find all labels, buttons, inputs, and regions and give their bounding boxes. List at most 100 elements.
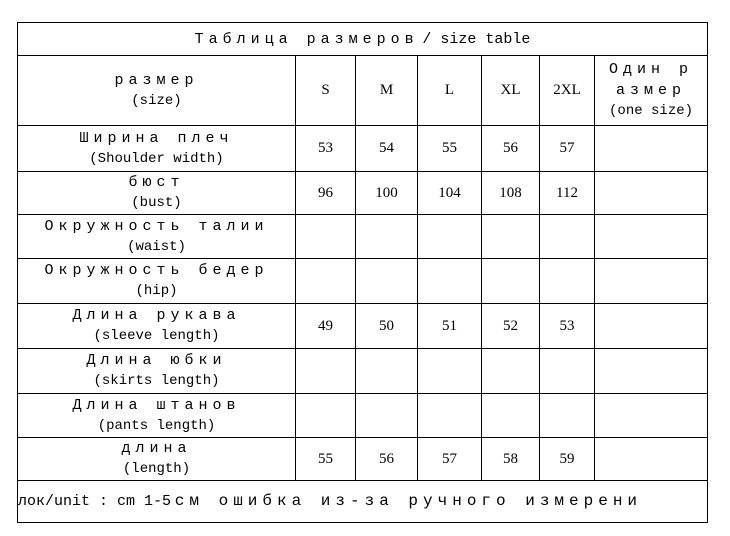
table-row: длина (length) 55 56 57 58 59: [17, 437, 709, 481]
label-ru: Окружность бедер: [44, 262, 269, 279]
value-cell: 104: [417, 171, 482, 215]
value-cell: [295, 214, 356, 259]
value-cell: [355, 348, 418, 394]
value-cell: [539, 393, 595, 438]
value-cell: 54: [355, 125, 418, 172]
value-cell: 49: [295, 303, 356, 349]
value-cell: 96: [295, 171, 356, 215]
value-cell: [539, 348, 595, 394]
label-en: (bust): [131, 195, 182, 211]
value-cell: [593, 258, 709, 304]
value-cell: 52: [481, 303, 540, 349]
title-ru: Таблица размеров: [194, 30, 419, 48]
value-cell: 57: [417, 437, 482, 481]
value-cell: [593, 393, 709, 438]
footer-note: лок/unit : cm 1-5 см ошибка из-за ручног…: [16, 480, 709, 523]
label-en: (hip): [135, 283, 178, 299]
one-size-en: (one size): [609, 103, 694, 119]
value-cell: [593, 125, 709, 172]
footer-row: лок/unit : cm 1-5 см ошибка из-за ручног…: [16, 480, 709, 523]
value-cell: [295, 348, 356, 394]
label-en: (pants length): [97, 417, 216, 434]
value-cell: [481, 348, 540, 394]
value-cell: 55: [295, 437, 356, 481]
value-cell: [481, 214, 540, 259]
table-row: Окружность бедер (hip): [17, 258, 709, 304]
label-ru: бюст: [128, 174, 185, 191]
measurement-label: Длина штанов (pants length): [17, 393, 296, 438]
value-cell: 50: [355, 303, 418, 349]
label-en: (length): [122, 461, 191, 477]
table-row: бюст (bust) 96 100 104 108 112: [17, 171, 709, 215]
value-cell: [481, 393, 540, 438]
value-cell: [355, 393, 418, 438]
footer-unit: лок/unit : cm 1-5: [18, 493, 172, 510]
title-en: / size table: [422, 30, 531, 48]
table-row: Длина юбки (skirts length): [17, 348, 709, 394]
header-label: размер (size): [17, 55, 296, 126]
value-cell: [417, 348, 482, 394]
value-cell: [593, 303, 709, 349]
value-cell: [295, 258, 356, 304]
value-cell: [539, 258, 595, 304]
label-en: (waist): [127, 238, 186, 255]
value-cell: 55: [417, 125, 482, 172]
size-s: S: [295, 55, 356, 126]
size-table: Таблица размеров / size table размер (si…: [16, 22, 709, 523]
value-cell: 58: [481, 437, 540, 481]
size-xl: XL: [481, 55, 540, 126]
label-ru: длина: [121, 440, 192, 457]
value-cell: 57: [539, 125, 595, 172]
table-row: Длина рукава (sleeve length) 49 50 51 52 53: [17, 303, 709, 349]
value-cell: 53: [295, 125, 356, 172]
label-ru: Окружность талии: [44, 217, 269, 235]
table-title: Таблица размеров / size table: [16, 22, 709, 56]
size-l: L: [417, 55, 482, 126]
label-en: (Shoulder width): [89, 150, 224, 167]
value-cell: [417, 214, 482, 259]
value-cell: [593, 171, 709, 215]
value-cell: 53: [539, 303, 595, 349]
value-cell: [539, 214, 595, 259]
footer-text: см ошибка из-за ручного измерени: [174, 492, 643, 510]
value-cell: [417, 393, 482, 438]
value-cell: 112: [539, 171, 595, 215]
value-cell: [295, 393, 356, 438]
label-en: (sleeve length): [93, 328, 220, 344]
value-cell: 56: [355, 437, 418, 481]
title-row: Таблица размеров / size table: [16, 22, 709, 56]
value-cell: 59: [539, 437, 595, 481]
label-ru: Длина юбки: [86, 352, 227, 369]
value-cell: 100: [355, 171, 418, 215]
one-size-ru-1: Один р: [609, 61, 694, 78]
value-cell: [593, 437, 709, 481]
measurement-label: бюст (bust): [17, 171, 296, 215]
header-row: размер (size) S M L XL 2XL Один р азмер …: [17, 55, 709, 126]
label-ru: Длина рукава: [72, 307, 241, 324]
size-m: M: [355, 55, 418, 126]
value-cell: [593, 348, 709, 394]
value-cell: 108: [481, 171, 540, 215]
measurement-label: Окружность бедер (hip): [17, 258, 296, 304]
value-cell: [593, 214, 709, 259]
table-row: Длина штанов (pants length): [17, 393, 709, 438]
header-label-en: (size): [131, 92, 182, 109]
header-label-ru: размер: [114, 71, 199, 89]
measurement-label: Длина рукава (sleeve length): [17, 303, 296, 349]
value-cell: [355, 214, 418, 259]
table-row: Окружность талии (waist): [17, 214, 709, 259]
table-row: Ширина плеч (Shoulder width) 53 54 55 56 57: [17, 125, 709, 172]
label-en: (skirts length): [93, 373, 220, 389]
label-ru: Длина штанов: [72, 396, 241, 414]
one-size-ru-2: азмер: [616, 82, 687, 99]
measurement-label: длина (length): [17, 437, 296, 481]
label-ru: Ширина плеч: [79, 129, 234, 147]
measurement-label: Окружность талии (waist): [17, 214, 296, 259]
size-2xl: 2XL: [539, 55, 595, 126]
measurement-label: Ширина плеч (Shoulder width): [17, 125, 296, 172]
value-cell: [355, 258, 418, 304]
value-cell: 51: [417, 303, 482, 349]
size-one-size: Один р азмер (one size): [593, 55, 709, 126]
value-cell: 56: [481, 125, 540, 172]
value-cell: [481, 258, 540, 304]
